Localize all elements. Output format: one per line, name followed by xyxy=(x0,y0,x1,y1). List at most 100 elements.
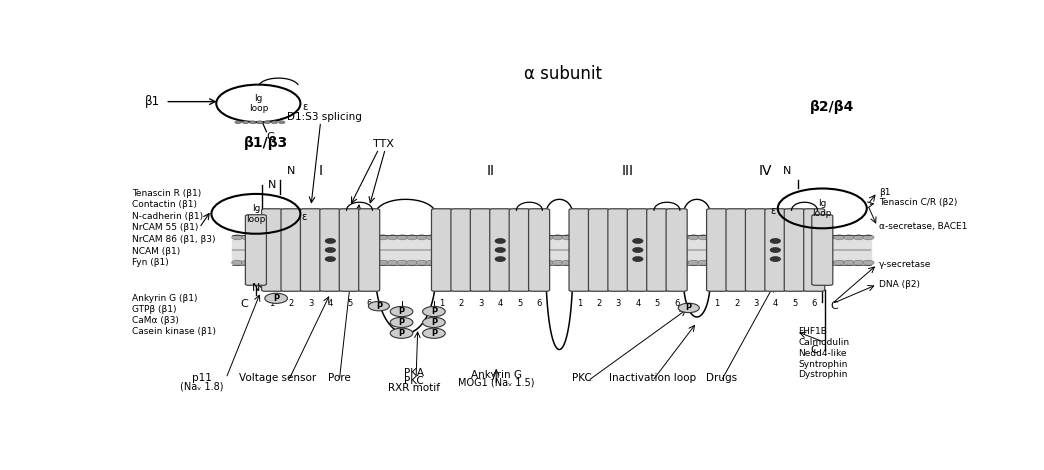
Text: P: P xyxy=(376,302,382,311)
FancyBboxPatch shape xyxy=(726,209,748,291)
FancyBboxPatch shape xyxy=(569,209,590,291)
Circle shape xyxy=(833,260,845,265)
FancyBboxPatch shape xyxy=(784,209,805,291)
Circle shape xyxy=(251,260,262,265)
Circle shape xyxy=(397,235,408,240)
Circle shape xyxy=(679,235,690,240)
Text: Ig
loop: Ig loop xyxy=(246,204,265,224)
Circle shape xyxy=(435,260,447,265)
Circle shape xyxy=(523,235,535,240)
Circle shape xyxy=(571,235,583,240)
Text: P: P xyxy=(431,329,437,338)
Circle shape xyxy=(390,317,412,328)
Circle shape xyxy=(390,306,412,317)
Circle shape xyxy=(329,235,340,240)
Circle shape xyxy=(611,260,621,265)
Circle shape xyxy=(326,239,335,243)
FancyBboxPatch shape xyxy=(646,209,668,291)
Text: D1:S3 splicing: D1:S3 splicing xyxy=(287,111,362,122)
Text: GTPβ (β1): GTPβ (β1) xyxy=(133,305,176,314)
Text: DNA (β2): DNA (β2) xyxy=(879,280,920,289)
Text: β2/β4: β2/β4 xyxy=(810,100,855,114)
Text: C: C xyxy=(240,299,247,309)
Circle shape xyxy=(639,260,650,265)
Circle shape xyxy=(406,235,418,240)
Circle shape xyxy=(445,235,456,240)
Circle shape xyxy=(630,235,641,240)
Circle shape xyxy=(426,260,437,265)
Circle shape xyxy=(633,248,643,252)
Text: NrCAM 55 (β1): NrCAM 55 (β1) xyxy=(133,223,198,233)
Circle shape xyxy=(717,260,729,265)
Circle shape xyxy=(265,293,287,304)
Circle shape xyxy=(523,260,535,265)
Circle shape xyxy=(862,260,874,265)
Circle shape xyxy=(358,235,370,240)
Circle shape xyxy=(235,121,241,124)
Circle shape xyxy=(494,260,505,265)
Text: CaMα (β3): CaMα (β3) xyxy=(133,316,179,325)
Circle shape xyxy=(326,248,335,252)
Circle shape xyxy=(329,260,340,265)
Circle shape xyxy=(270,235,282,240)
Circle shape xyxy=(406,260,418,265)
Circle shape xyxy=(319,260,330,265)
Text: β1: β1 xyxy=(144,95,160,108)
Circle shape xyxy=(241,235,253,240)
Text: Ig
loop: Ig loop xyxy=(812,199,832,218)
Text: III: III xyxy=(622,164,634,178)
Circle shape xyxy=(756,235,767,240)
Circle shape xyxy=(280,260,291,265)
Circle shape xyxy=(465,260,476,265)
Circle shape xyxy=(770,239,780,243)
Circle shape xyxy=(862,235,874,240)
Text: 2: 2 xyxy=(596,299,601,308)
Text: α-secretase, BACE1: α-secretase, BACE1 xyxy=(879,222,968,231)
Circle shape xyxy=(736,235,748,240)
Text: NCAM (β1): NCAM (β1) xyxy=(133,247,181,256)
Circle shape xyxy=(591,235,602,240)
Circle shape xyxy=(358,260,370,265)
Text: N: N xyxy=(287,166,295,176)
Circle shape xyxy=(455,260,467,265)
Circle shape xyxy=(770,248,780,252)
Text: α subunit: α subunit xyxy=(524,65,602,84)
Text: Nedd4-like: Nedd4-like xyxy=(798,349,847,358)
FancyBboxPatch shape xyxy=(812,215,833,285)
Circle shape xyxy=(620,235,632,240)
Text: N: N xyxy=(268,180,277,190)
Text: Ankyrin G: Ankyrin G xyxy=(471,370,522,380)
Circle shape xyxy=(514,260,524,265)
Circle shape xyxy=(377,235,388,240)
Circle shape xyxy=(423,328,445,338)
Circle shape xyxy=(582,235,593,240)
FancyBboxPatch shape xyxy=(245,215,266,285)
Text: 5: 5 xyxy=(655,299,660,308)
Circle shape xyxy=(367,235,379,240)
Text: 3: 3 xyxy=(616,299,621,308)
Circle shape xyxy=(542,235,553,240)
Circle shape xyxy=(630,260,641,265)
Circle shape xyxy=(805,260,815,265)
Text: Calmodulin: Calmodulin xyxy=(798,338,849,347)
Circle shape xyxy=(746,260,758,265)
Circle shape xyxy=(794,235,806,240)
Circle shape xyxy=(445,260,456,265)
Text: P: P xyxy=(686,304,692,313)
Circle shape xyxy=(261,260,272,265)
Circle shape xyxy=(232,260,243,265)
Circle shape xyxy=(309,260,321,265)
Text: 2: 2 xyxy=(289,299,294,308)
FancyBboxPatch shape xyxy=(319,209,340,291)
Circle shape xyxy=(727,260,738,265)
Circle shape xyxy=(494,235,505,240)
Circle shape xyxy=(814,235,826,240)
Circle shape xyxy=(423,306,445,317)
FancyBboxPatch shape xyxy=(451,209,472,291)
Circle shape xyxy=(309,235,321,240)
Circle shape xyxy=(417,260,427,265)
Circle shape xyxy=(496,248,505,252)
Circle shape xyxy=(833,235,845,240)
Circle shape xyxy=(688,260,699,265)
Text: 6: 6 xyxy=(674,299,680,308)
